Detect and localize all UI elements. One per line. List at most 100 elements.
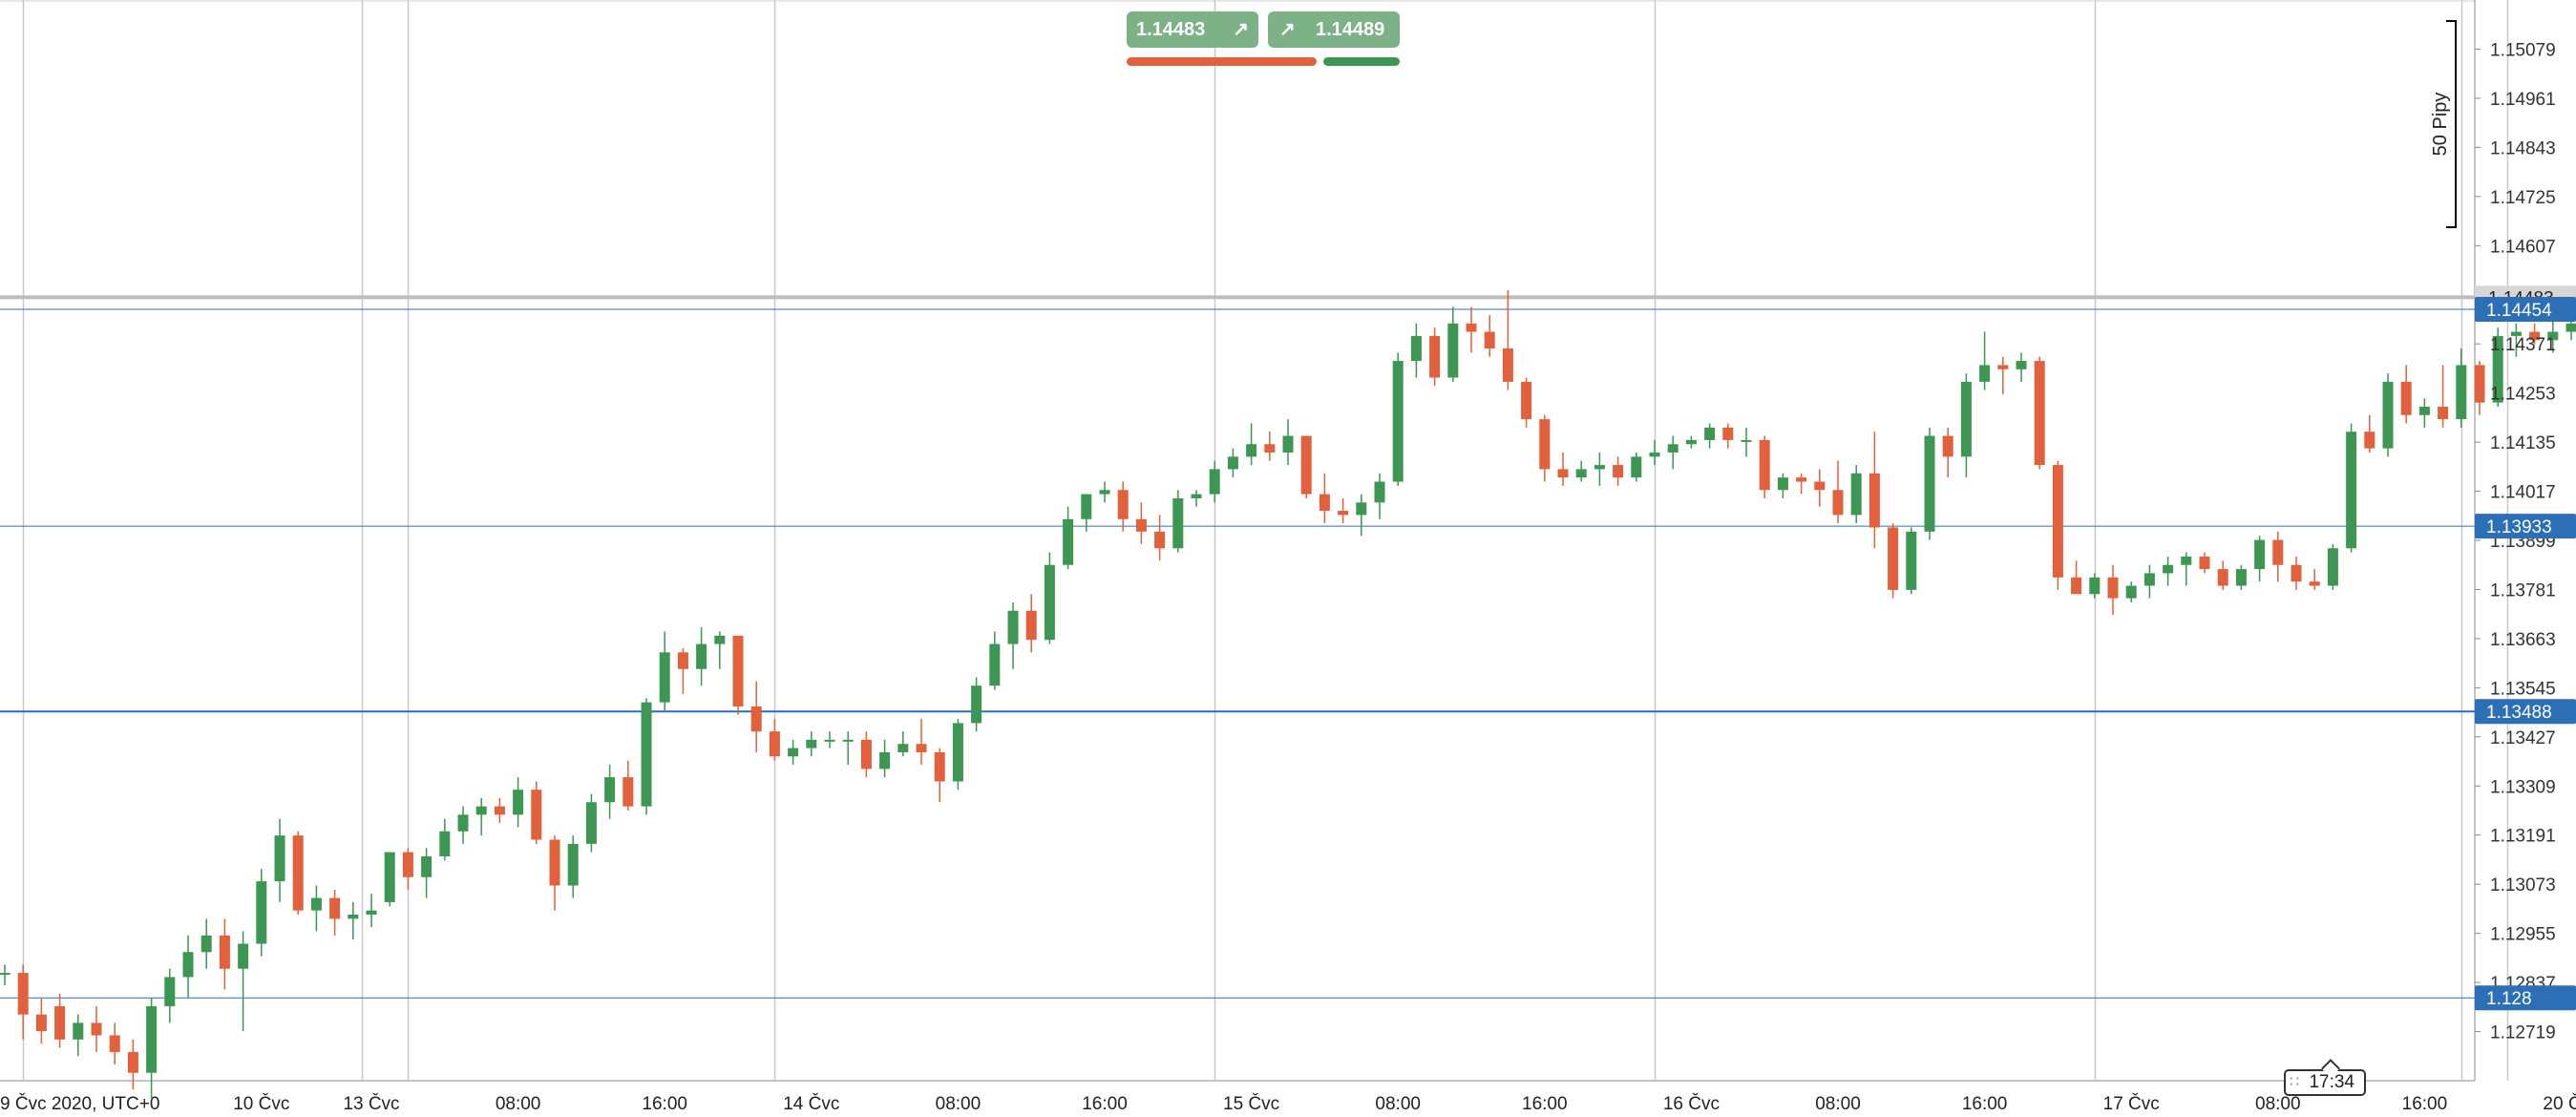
price-tick-label: 1.14961 [2490, 90, 2556, 110]
candle-body [2364, 432, 2375, 449]
candle-up [2163, 557, 2174, 586]
candle-body [1025, 610, 1037, 641]
candle-body [1227, 456, 1238, 470]
candle-body [2529, 331, 2541, 341]
candle-down [677, 647, 688, 694]
price-tick-label: 1.12955 [2490, 925, 2556, 945]
candle-body [2291, 564, 2302, 582]
candle-down [750, 681, 762, 752]
candle-up [1392, 352, 1404, 486]
candle-up [2143, 564, 2155, 599]
time-axis[interactable]: 9 Čvc 2020, UTC+0 10 Čvc 13 Čvc 08:00 16:00 1… [0, 1093, 2576, 1114]
candle-up [2346, 423, 2357, 553]
candle-down [2217, 560, 2228, 590]
candle-body [1246, 444, 1257, 457]
candle-body [2418, 407, 2430, 415]
candle-body [750, 706, 762, 732]
time-tick-label: 9 Čvc 2020, UTC+0 [0, 1093, 159, 1114]
candle-up [567, 835, 579, 898]
candle-body [2565, 323, 2576, 332]
sell-button[interactable]: 1.14483 ↗ [1127, 11, 1258, 48]
candle-body [1631, 456, 1642, 478]
pip-ruler: 50 Pipy [2430, 20, 2457, 228]
buy-button[interactable]: ↗ 1.14489 [1268, 11, 1400, 48]
crosshair-time-badge[interactable]: ∷ 17:34 [2284, 1059, 2366, 1096]
time-tick-label: 08:00 [936, 1094, 982, 1114]
candle-down [769, 719, 780, 761]
candle-down [2438, 365, 2449, 428]
candle-down [1942, 427, 1953, 478]
price-tick-label: 1.13427 [2490, 728, 2556, 748]
time-tick-label: 16 Čvc [1663, 1093, 1720, 1114]
candle-down [1722, 423, 1734, 449]
candle-body [971, 685, 982, 724]
candle-up [2382, 373, 2394, 457]
candle-body [1557, 469, 1569, 478]
time-tick-label: 15 Čvc [1223, 1093, 1279, 1114]
candle-down [1338, 497, 1349, 524]
candle-body [769, 731, 780, 757]
candle-up [641, 698, 652, 815]
candle-up [1777, 473, 1788, 498]
time-tick-label: 16:00 [1082, 1094, 1128, 1114]
candle-down [934, 748, 945, 803]
candle-body [1429, 335, 1441, 378]
level-price-label-bg [2475, 699, 2576, 725]
candle-up [2327, 543, 2338, 590]
candle-up [659, 631, 670, 711]
candle-body [2034, 361, 2045, 466]
candle-body [2400, 381, 2412, 415]
sell-price: 1.14483 [1136, 19, 1206, 40]
candle-body [2456, 365, 2467, 420]
candle-body [2125, 585, 2137, 599]
candle-down [17, 964, 29, 1040]
candle-body [2510, 331, 2522, 336]
candle-body [1575, 469, 1587, 478]
candle-body [274, 835, 285, 882]
horizontal-levels[interactable] [0, 295, 2475, 999]
arrow-up-right-icon: ↗ [1279, 19, 1296, 40]
candle-down [219, 918, 230, 990]
time-tick-label: 13 Čvc [343, 1093, 399, 1114]
candle-body [2089, 577, 2101, 595]
price-tick-label: 1.14135 [2490, 433, 2556, 453]
candle-body [2163, 564, 2174, 574]
candle-body [201, 935, 212, 953]
candle-up [164, 968, 176, 1023]
candle-body [348, 915, 359, 919]
drag-grip-icon: ∷ [2290, 1074, 2300, 1090]
candle-up [2254, 536, 2266, 582]
candle-up [238, 931, 249, 1032]
time-tick-label: 17 Čvc [2103, 1093, 2160, 1114]
candle-body [2181, 557, 2192, 565]
price-axis[interactable]: 1.15079 1.14961 1.14843 1.14725 1.14607 1.144… [2475, 40, 2556, 1043]
candle-down [2034, 356, 2045, 470]
candle-body [1942, 435, 1953, 457]
price-tick-label: 1.14253 [2490, 385, 2556, 405]
vertical-gridlines [0, 0, 2509, 1082]
candle-body [604, 777, 616, 803]
candle-up [513, 777, 524, 828]
candle-down [1135, 502, 1147, 544]
candle-down [2107, 564, 2119, 616]
time-tick-label: 16:00 [1522, 1094, 1568, 1114]
candle-up [824, 731, 835, 748]
candle-body [2346, 432, 2357, 549]
candle-up [1685, 435, 1697, 449]
sell-sentiment-bar [1127, 57, 1317, 66]
candle-body [2272, 539, 2284, 565]
candle-body [238, 943, 249, 969]
candle-up [2181, 552, 2192, 586]
candle-down [2529, 323, 2541, 345]
candle-body [366, 910, 377, 916]
candle-body [934, 751, 945, 782]
candle-down [1521, 377, 1532, 428]
candle-down [1502, 289, 1513, 390]
candle-up [1924, 427, 1935, 540]
candle-up [421, 848, 433, 898]
candle-body [897, 744, 909, 752]
candle-down [1814, 469, 1826, 507]
candle-body [1338, 511, 1349, 516]
candle-body [2492, 335, 2503, 403]
